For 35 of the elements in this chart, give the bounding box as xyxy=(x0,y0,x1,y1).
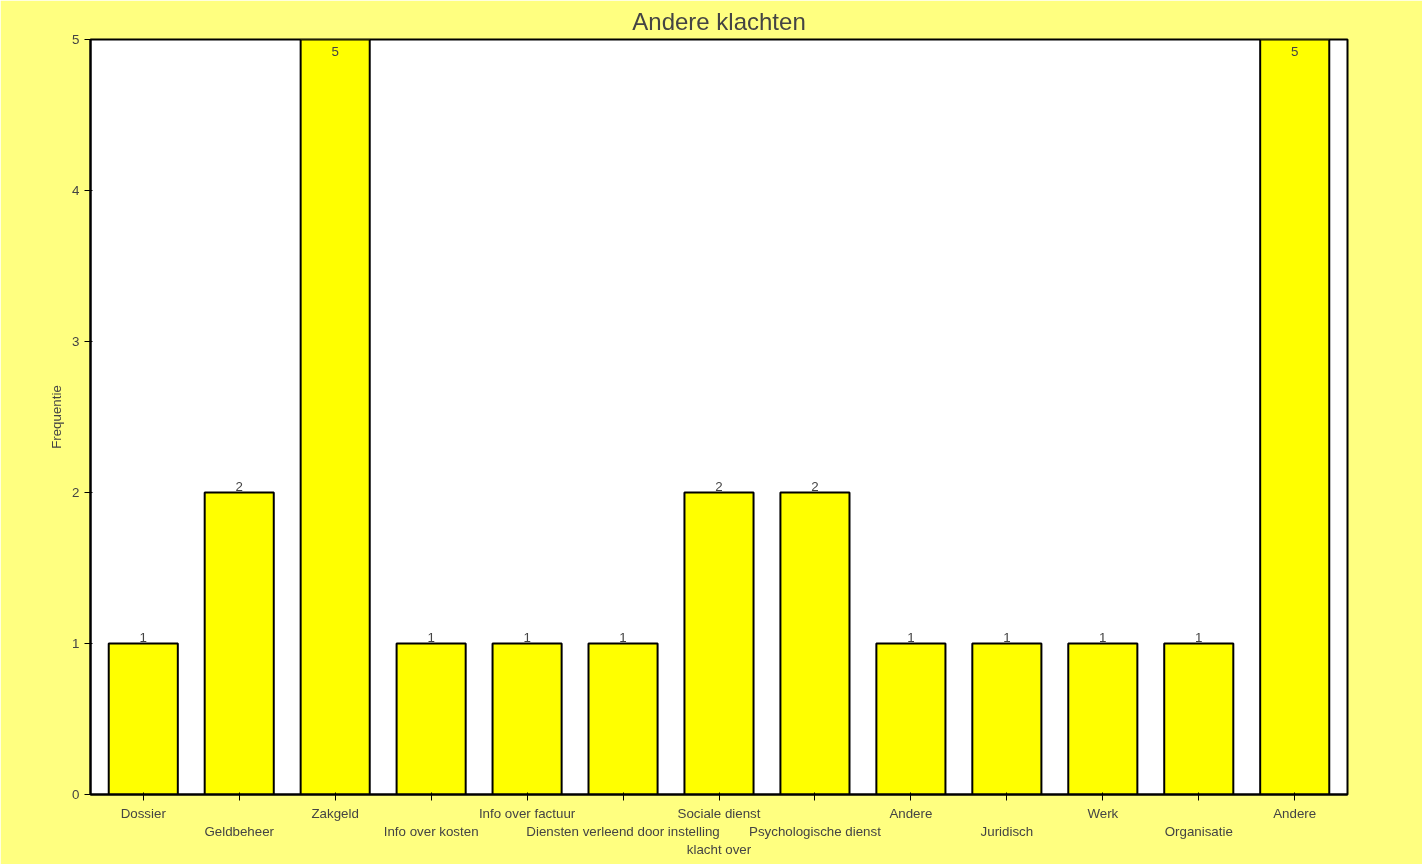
y-tick-label: 4 xyxy=(72,183,81,198)
y-tick-label: 0 xyxy=(72,787,80,802)
x-tick-label: Andere xyxy=(889,805,933,821)
data-label: 1 xyxy=(139,629,147,645)
x-tick-label: Info over kosten xyxy=(383,823,479,839)
data-label: 1 xyxy=(1099,629,1107,645)
y-tick-label: 5 xyxy=(72,32,80,47)
data-label: 2 xyxy=(235,478,243,494)
data-label: 1 xyxy=(1195,629,1203,645)
x-tick-label: Psychologische dienst xyxy=(749,823,882,839)
data-label: 1 xyxy=(1003,629,1011,645)
x-tick-label: Dossier xyxy=(120,805,167,821)
x-tick-label: Organisatie xyxy=(1164,823,1233,839)
chart-title: Andere klachten xyxy=(632,7,806,35)
x-tick-label: Werk xyxy=(1087,805,1119,821)
x-tick-label: Sociale dienst xyxy=(677,805,761,821)
x-tick-label: Andere xyxy=(1273,805,1317,821)
y-tick-label: 3 xyxy=(72,334,80,349)
x-tick-label: Geldbeheer xyxy=(204,823,275,839)
y-axis-title: Frequentie xyxy=(49,385,65,449)
y-tick-label: 1 xyxy=(72,636,80,651)
data-label: 2 xyxy=(811,478,819,494)
x-tick-label: Info over factuur xyxy=(478,805,576,821)
x-axis-title: klacht over xyxy=(686,841,752,857)
x-tick-label: Juridisch xyxy=(980,823,1034,839)
data-label: 1 xyxy=(427,629,435,645)
data-label: 1 xyxy=(619,629,627,645)
data-label: 2 xyxy=(715,478,723,494)
data-label: 1 xyxy=(907,629,915,645)
data-label: 5 xyxy=(331,43,339,59)
data-label: 1 xyxy=(523,629,531,645)
y-tick-label: 2 xyxy=(72,485,80,500)
x-tick-label: Diensten verleend door instelling xyxy=(526,823,720,839)
data-label: 5 xyxy=(1291,43,1299,59)
x-tick-label: Zakgeld xyxy=(311,805,359,821)
